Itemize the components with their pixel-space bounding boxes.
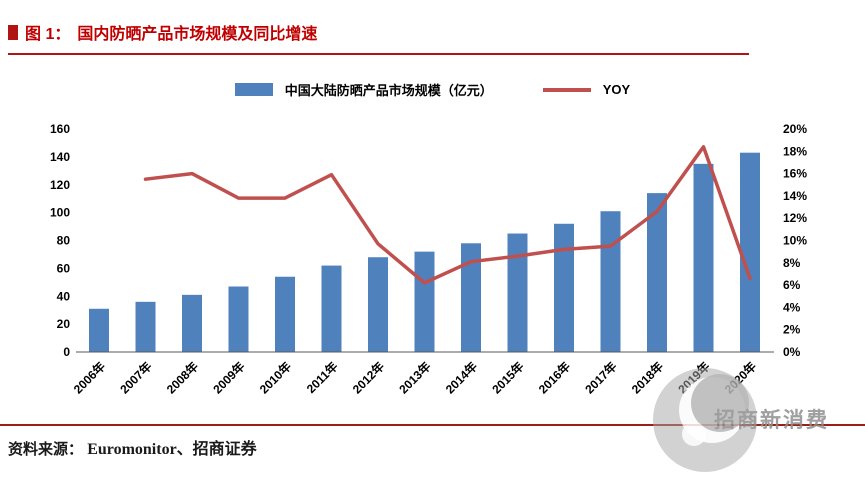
figure-title: 国内防晒产品市场规模及同比增速 — [77, 26, 318, 43]
legend-bar-swatch — [234, 83, 273, 96]
right-axis-tick: 10% — [783, 234, 807, 248]
source-label: 资料来源： — [8, 441, 84, 458]
x-axis-category-label: 2019年 — [675, 359, 713, 397]
market-size-bar — [740, 152, 760, 352]
legend-line-swatch — [542, 87, 591, 92]
legend-yoy-label: YOY — [602, 82, 631, 97]
figure-label: 图 1： — [25, 26, 71, 43]
x-axis-category-label: 2017年 — [582, 359, 620, 397]
title-bullet-icon — [8, 24, 18, 40]
right-axis-tick: 20% — [783, 122, 807, 136]
left-axis-tick: 20 — [57, 317, 71, 331]
x-axis-category-label: 2014年 — [442, 359, 480, 397]
market-size-bar — [647, 193, 667, 352]
x-axis-category-label: 2007年 — [117, 359, 155, 397]
x-axis-category-label: 2020年 — [721, 359, 759, 397]
market-size-bar — [600, 211, 621, 352]
x-axis-category-label: 2010年 — [256, 359, 294, 397]
x-axis-category-label: 2013年 — [396, 359, 434, 397]
right-axis-tick: 16% — [783, 167, 807, 181]
right-axis-tick: 18% — [783, 144, 807, 158]
source-value: Euromonitor、招商证券 — [87, 441, 257, 458]
right-axis-tick: 2% — [783, 323, 801, 337]
right-axis-tick: 8% — [783, 256, 801, 270]
market-size-bar — [182, 294, 202, 352]
right-axis-tick: 14% — [783, 189, 807, 203]
left-axis-tick: 60 — [57, 261, 71, 275]
market-size-bar — [507, 233, 528, 352]
left-axis-tick: 120 — [50, 178, 70, 192]
market-size-bar — [228, 286, 249, 352]
left-axis-tick: 140 — [50, 150, 70, 164]
chart-legend: 中国大陆防晒产品市场规模（亿元） YOY — [0, 80, 865, 99]
x-axis-category-label: 2011年 — [303, 359, 341, 397]
right-axis-tick: 4% — [783, 300, 801, 314]
market-size-bar — [461, 243, 481, 352]
legend-market-size-label: 中国大陆防晒产品市场规模（亿元） — [284, 83, 493, 98]
left-axis-tick: 40 — [57, 289, 71, 303]
x-axis-category-label: 2009年 — [210, 359, 248, 397]
figure-title-bar: 图 1： 国内防晒产品市场规模及同比增速 — [8, 20, 749, 55]
market-size-bar — [321, 265, 342, 352]
x-axis-category-label: 2016年 — [535, 359, 573, 397]
market-size-bar — [554, 223, 574, 352]
sunscreen-market-chart: 0 20 40 60 80 100 120 140 160 0% 2% 4% 6% 8% 10% 12% 14%… — [50, 122, 807, 397]
left-axis-tick: 80 — [57, 234, 71, 248]
market-size-bar — [275, 276, 295, 352]
market-size-bar — [89, 308, 109, 352]
left-axis-tick: 160 — [50, 122, 70, 136]
left-axis-tick: 100 — [50, 206, 70, 220]
market-size-bar — [368, 257, 388, 352]
right-axis-tick: 0% — [783, 345, 801, 359]
left-axis-tick: 0 — [63, 345, 70, 359]
right-axis-tick: 12% — [783, 211, 807, 225]
x-axis-category-label: 2015年 — [489, 359, 527, 397]
x-axis-category-label: 2006年 — [70, 359, 108, 397]
source-text: 资料来源： Euromonitor、招商证券 — [8, 435, 257, 459]
market-size-bar — [135, 301, 156, 352]
market-size-bar — [414, 251, 435, 352]
x-axis-category-label: 2018年 — [628, 359, 666, 397]
source-divider — [0, 424, 865, 426]
x-axis-category-label: 2008年 — [163, 359, 201, 397]
right-axis-tick: 6% — [783, 278, 801, 292]
x-axis-category-label: 2012年 — [349, 359, 387, 397]
yoy-line — [143, 145, 752, 285]
market-size-bar — [693, 163, 714, 352]
